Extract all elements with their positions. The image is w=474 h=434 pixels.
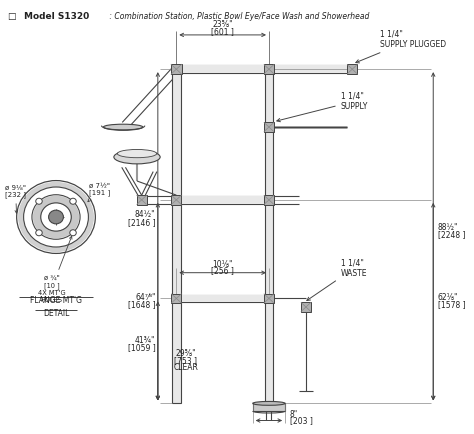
Bar <box>347 65 357 74</box>
Text: 1 1/4"
SUPPLY PLUGGED: 1 1/4" SUPPLY PLUGGED <box>356 30 446 63</box>
Text: [601 ]: [601 ] <box>211 27 234 36</box>
Circle shape <box>36 198 42 204</box>
Text: 41¾": 41¾" <box>135 335 155 345</box>
Text: [2248 ]: [2248 ] <box>438 230 465 240</box>
Text: [1648 ]: [1648 ] <box>128 300 155 309</box>
Bar <box>171 195 182 204</box>
Circle shape <box>18 182 94 252</box>
Text: 8": 8" <box>290 410 298 418</box>
Ellipse shape <box>114 150 160 164</box>
Circle shape <box>24 187 89 247</box>
Text: 23⅝": 23⅝" <box>212 20 233 29</box>
Text: ø 9⅛"
[232 ]: ø 9⅛" [232 ] <box>5 184 26 213</box>
Text: DETAIL: DETAIL <box>43 309 69 318</box>
Text: ø 7½"
[191 ]: ø 7½" [191 ] <box>88 182 110 202</box>
Text: 84½": 84½" <box>135 210 155 219</box>
Bar <box>264 294 274 303</box>
Text: ø ¾"
[10 ]
4X MT'G
HOLES: ø ¾" [10 ] 4X MT'G HOLES <box>37 236 72 302</box>
Bar <box>181 295 265 302</box>
Text: FLANGE MT'G: FLANGE MT'G <box>30 296 82 305</box>
Bar <box>265 65 273 403</box>
Bar <box>171 294 182 303</box>
Bar <box>301 302 311 312</box>
Ellipse shape <box>103 124 143 130</box>
Text: [1578 ]: [1578 ] <box>438 300 465 309</box>
Bar <box>264 195 274 204</box>
Circle shape <box>70 198 76 204</box>
Ellipse shape <box>118 149 157 158</box>
Text: : Combination Station, Plastic Bowl Eye/Face Wash and Showerhead: : Combination Station, Plastic Bowl Eye/… <box>107 12 369 21</box>
Text: [2146 ]: [2146 ] <box>128 217 155 227</box>
Text: [203 ]: [203 ] <box>290 417 313 425</box>
Bar <box>182 66 265 73</box>
Bar <box>181 196 265 204</box>
Bar <box>264 65 274 74</box>
Text: CLEAR: CLEAR <box>173 363 198 372</box>
Bar <box>264 122 274 132</box>
Text: [256 ]: [256 ] <box>211 266 234 276</box>
Text: 10⅛": 10⅛" <box>212 260 233 269</box>
Text: 1 1/4"
SUPPLY: 1 1/4" SUPPLY <box>277 92 368 122</box>
Ellipse shape <box>253 401 285 405</box>
Text: □: □ <box>8 12 16 21</box>
Circle shape <box>36 230 42 236</box>
Circle shape <box>70 230 76 236</box>
Text: 88½": 88½" <box>438 223 458 232</box>
Text: 29⅝": 29⅝" <box>175 349 196 358</box>
Bar <box>253 403 285 411</box>
Bar <box>137 195 147 204</box>
Text: [753 ]: [753 ] <box>174 356 197 365</box>
Circle shape <box>49 210 64 224</box>
Bar <box>273 66 347 73</box>
Text: 64⁷⁄⁸": 64⁷⁄⁸" <box>135 293 155 302</box>
Circle shape <box>41 203 71 231</box>
Bar <box>172 69 181 403</box>
Bar <box>171 64 182 74</box>
Text: 62⅛": 62⅛" <box>438 293 458 302</box>
Text: [1059 ]: [1059 ] <box>128 343 155 352</box>
Text: Model S1320: Model S1320 <box>24 12 89 21</box>
Text: 1 1/4"
WASTE: 1 1/4" WASTE <box>307 259 367 300</box>
Circle shape <box>33 196 79 238</box>
